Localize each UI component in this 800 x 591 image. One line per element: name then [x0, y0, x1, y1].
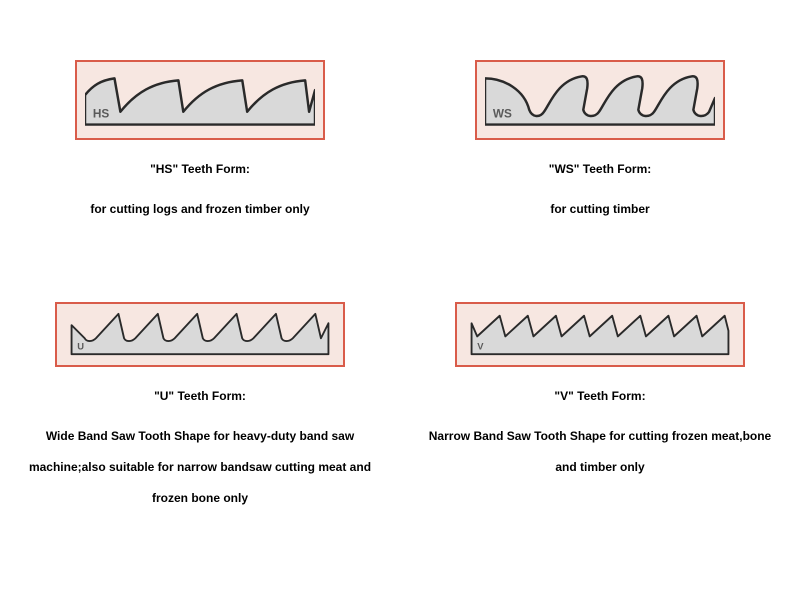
cell-ws: WS "WS" Teeth Form: for cutting timber [420, 60, 780, 282]
blade-box-hs: HS [75, 60, 325, 140]
blade-svg-u: U [65, 312, 335, 357]
title-hs: "HS" Teeth Form: [150, 162, 250, 176]
blade-svg-hs: HS [85, 70, 315, 130]
blade-label-hs: HS [93, 108, 110, 121]
cell-u: U "U" Teeth Form: Wide Band Saw Tooth Sh… [20, 302, 380, 571]
desc-hs: for cutting logs and frozen timber only [90, 194, 309, 225]
blade-label-v: V [477, 341, 484, 351]
blade-svg-ws: WS [485, 70, 715, 130]
title-ws: "WS" Teeth Form: [549, 162, 652, 176]
blade-box-u: U [55, 302, 345, 367]
title-v: "V" Teeth Form: [554, 389, 645, 403]
teeth-form-grid: HS "HS" Teeth Form: for cutting logs and… [0, 0, 800, 591]
blade-label-u: U [77, 341, 84, 351]
cell-v: V "V" Teeth Form: Narrow Band Saw Tooth … [420, 302, 780, 571]
blade-label-ws: WS [493, 108, 512, 121]
blade-box-ws: WS [475, 60, 725, 140]
desc-u: Wide Band Saw Tooth Shape for heavy-duty… [20, 421, 380, 515]
desc-v: Narrow Band Saw Tooth Shape for cutting … [420, 421, 780, 483]
cell-hs: HS "HS" Teeth Form: for cutting logs and… [20, 60, 380, 282]
blade-svg-v: V [465, 312, 735, 357]
blade-box-v: V [455, 302, 745, 367]
desc-ws: for cutting timber [550, 194, 649, 225]
title-u: "U" Teeth Form: [154, 389, 246, 403]
